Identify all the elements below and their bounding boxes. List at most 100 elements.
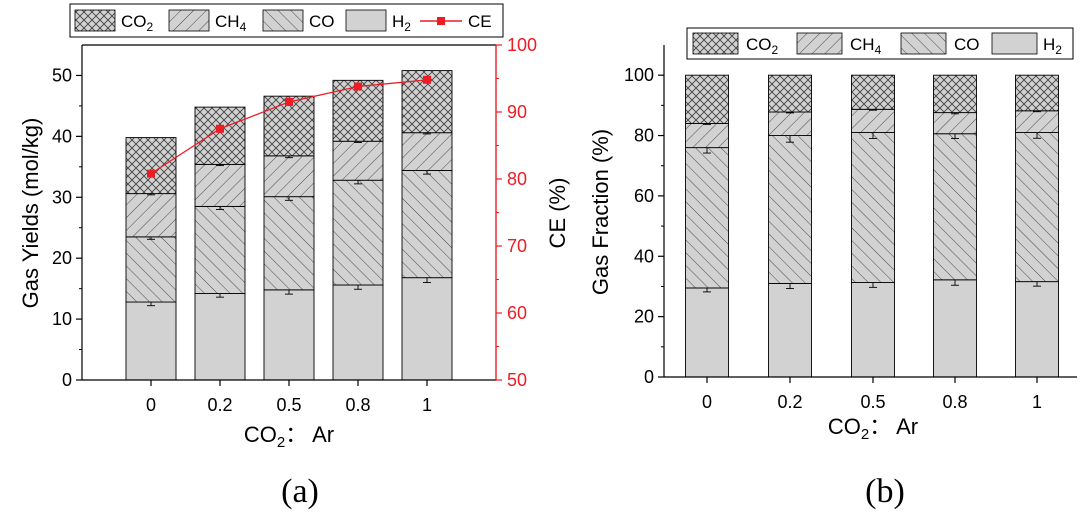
y-tick-label: 40 xyxy=(52,126,72,146)
bar-h2 xyxy=(194,293,246,381)
panel-a-y-ticks: 0 10 20 30 40 50 xyxy=(52,65,82,390)
y-tick-label: 20 xyxy=(634,307,654,327)
bar-h2 xyxy=(125,301,177,381)
bar-ch4 xyxy=(263,155,315,198)
bar-ch4 xyxy=(401,132,453,171)
legend-label-co2: CO2 xyxy=(121,12,154,34)
y-tick-label: 80 xyxy=(634,126,654,146)
bar-co xyxy=(332,179,384,286)
bar-ch4 xyxy=(933,112,977,135)
legend-b-label-h2: H2 xyxy=(1043,35,1062,57)
panel-a-x-ticks: 0 0.2 0.5 0.8 1 xyxy=(146,380,432,415)
legend-swatch-co2 xyxy=(74,9,116,32)
bar-h2 xyxy=(933,279,977,378)
bar-h2 xyxy=(1015,281,1059,378)
bar-co xyxy=(851,132,895,283)
panel-a-y2-ticks: 50 60 70 80 90 100 xyxy=(496,35,537,390)
bar-co xyxy=(933,133,977,281)
bar-co2 xyxy=(263,95,315,157)
ce-point xyxy=(423,75,431,84)
panel-a-ce-line xyxy=(147,75,431,178)
y2-tick-label: 80 xyxy=(507,169,527,189)
y-tick-label: 0 xyxy=(644,367,654,387)
bar-co2 xyxy=(125,137,177,195)
bar-co2 xyxy=(851,74,895,110)
bar-ch4 xyxy=(768,111,812,136)
bar-h2 xyxy=(851,282,895,378)
legend-label-co: CO xyxy=(309,12,335,31)
panel-b-y-ticks: 0 20 40 60 80 100 xyxy=(624,65,664,387)
ce-point xyxy=(147,169,155,178)
bar-co2 xyxy=(933,74,977,114)
x-tick-label: 0.5 xyxy=(276,395,301,415)
bar-ch4 xyxy=(194,163,246,207)
legend-label-h2: H2 xyxy=(392,12,411,34)
panel-b-legend: CO2 CH4 CO H2 xyxy=(686,27,1074,60)
y-tick-label: 50 xyxy=(52,65,72,85)
bar-co2 xyxy=(1015,74,1059,112)
y-tick-label: 30 xyxy=(52,187,72,207)
bar-h2 xyxy=(332,284,384,381)
legend-b-label-co: CO xyxy=(954,35,980,54)
x-tick-label: 0 xyxy=(702,392,712,412)
panel-a: 0 10 20 30 40 50 50 60 70 80 90 100 0 0.2 0.5 0.8 1 CO… xyxy=(18,3,570,510)
legend-b-swatch-co xyxy=(900,32,947,55)
x-tick-label: 0.2 xyxy=(207,395,232,415)
panel-b-bars xyxy=(685,74,1059,378)
bar-co2 xyxy=(768,74,812,113)
legend-b-swatch-h2 xyxy=(991,32,1038,55)
bar-co xyxy=(194,205,246,294)
y-tick-label: 40 xyxy=(634,246,654,266)
legend-swatch-co xyxy=(262,9,304,32)
legend-b-label-co2: CO2 xyxy=(746,35,779,57)
x-tick-label: 0.5 xyxy=(860,392,885,412)
x-tick-label: 0 xyxy=(146,395,156,415)
bar-co xyxy=(263,196,315,291)
legend-swatch-ch4 xyxy=(168,9,210,32)
panel-a-x-label: CO2： Ar xyxy=(244,422,334,451)
legend-swatch-h2 xyxy=(345,9,387,32)
legend-b-swatch-co2 xyxy=(692,32,739,55)
bar-co xyxy=(685,147,729,289)
bar-h2 xyxy=(263,289,315,381)
bar-co xyxy=(125,236,177,303)
x-tick-label: 1 xyxy=(422,395,432,415)
bar-h2 xyxy=(685,287,729,378)
panel-a-legend: CO2 CH4 CO H2 CE xyxy=(69,3,504,38)
legend-b-label-ch4: CH4 xyxy=(850,35,882,57)
y-tick-label: 100 xyxy=(624,65,654,85)
y-tick-label: 0 xyxy=(62,370,72,390)
bar-h2 xyxy=(768,282,812,378)
bar-ch4 xyxy=(851,108,895,133)
panel-b-y-label: Gas Fraction (%) xyxy=(588,129,613,295)
panel-b: 0 20 40 60 80 100 0 0.2 0.5 0.8 1 CO2 CH4 CO H2 G… xyxy=(588,27,1077,510)
x-tick-label: 0.2 xyxy=(777,392,802,412)
bar-ch4 xyxy=(1015,110,1059,133)
bar-ch4 xyxy=(332,140,384,181)
panel-a-bars xyxy=(125,70,453,381)
panel-b-caption: (b) xyxy=(865,473,905,510)
x-tick-label: 0.8 xyxy=(345,395,370,415)
bar-co xyxy=(768,135,812,284)
legend-b-swatch-ch4 xyxy=(796,32,843,55)
panel-a-y2-label: CE (%) xyxy=(545,178,570,249)
bar-h2 xyxy=(401,277,453,381)
ce-point xyxy=(354,82,362,91)
ce-point xyxy=(285,97,293,106)
panel-b-x-label: CO2： Ar xyxy=(828,414,918,443)
y2-tick-label: 90 xyxy=(507,102,527,122)
panel-a-y-label: Gas Yields (mol/kg) xyxy=(18,118,43,309)
legend-marker-ce xyxy=(437,17,445,25)
y-tick-label: 60 xyxy=(634,186,654,206)
x-tick-label: 1 xyxy=(1032,392,1042,412)
panel-b-x-ticks: 0 0.2 0.5 0.8 1 xyxy=(702,377,1042,412)
bar-co xyxy=(401,170,453,279)
ce-point xyxy=(216,124,224,133)
bar-co xyxy=(1015,132,1059,283)
y2-tick-label: 100 xyxy=(507,35,537,55)
y2-tick-label: 50 xyxy=(507,370,527,390)
y-tick-label: 10 xyxy=(52,309,72,329)
legend-label-ce: CE xyxy=(468,12,492,31)
bar-ch4 xyxy=(125,193,177,238)
